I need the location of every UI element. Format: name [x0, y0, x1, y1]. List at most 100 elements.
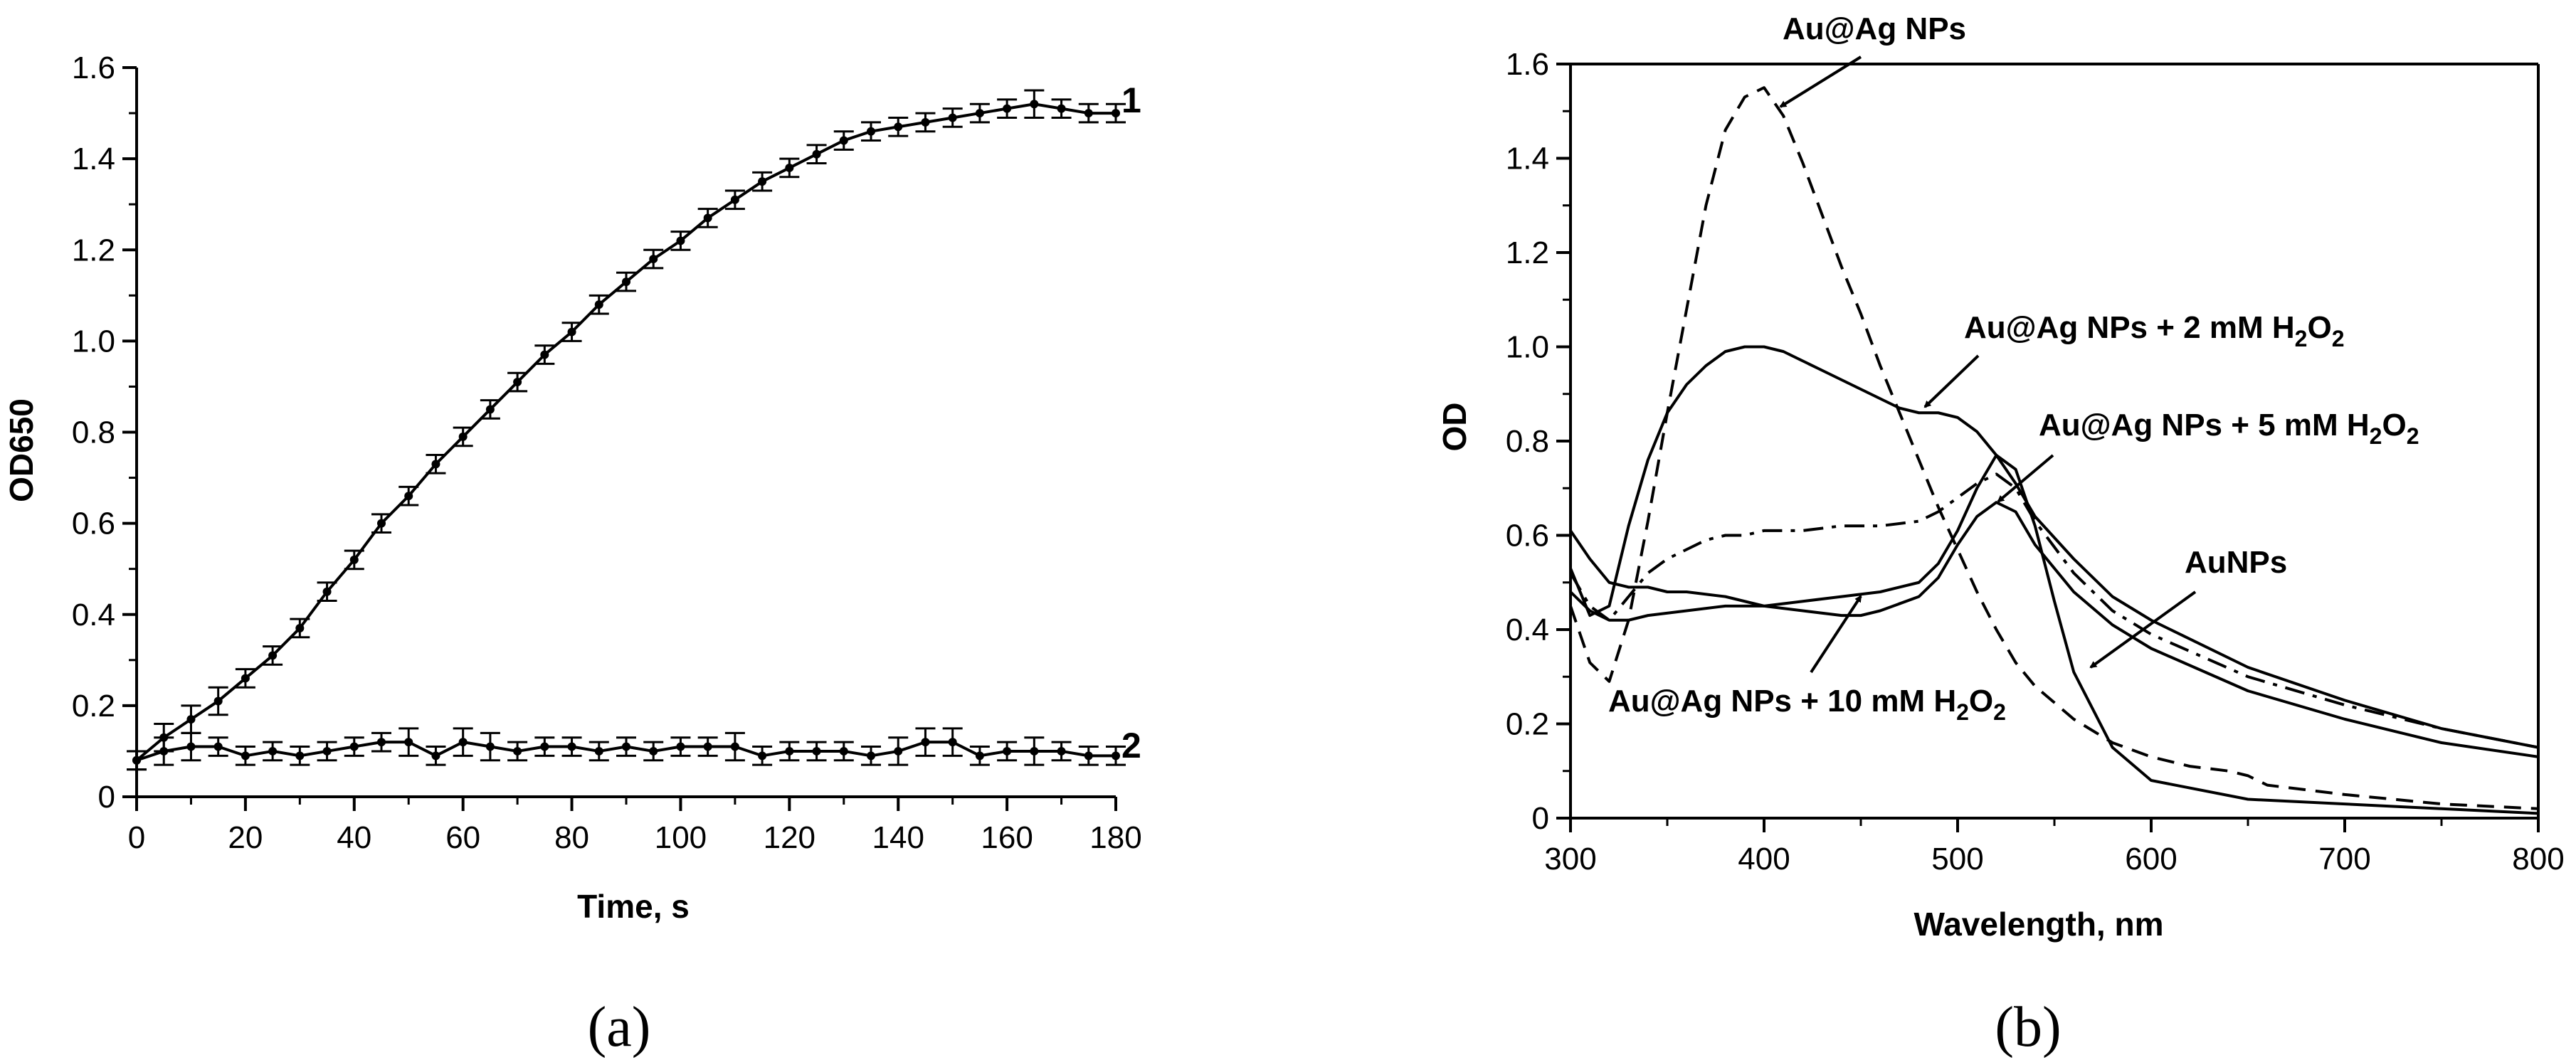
panel-b-plot-area: 300 400 500 600 700 800 0 0.2 0.4 0.6 0.8 1.0 1.2 1.4…	[1506, 47, 2565, 876]
a-series-2-point	[213, 742, 223, 751]
b-series-2-line	[1569, 472, 2539, 749]
annot-au-ag-10mm-o: O	[1969, 684, 1993, 719]
a-series-2-point	[377, 738, 386, 747]
annot-au-ag-2mm-text: Au@Ag NPs + 2 mM H	[1964, 310, 2295, 345]
a-series-1-point	[812, 149, 821, 159]
annot-au-ag-10mm-sub1: 2	[1956, 699, 1969, 725]
a-series-1-point	[921, 117, 930, 127]
a-series-1-point	[377, 519, 386, 528]
a-series-1-point	[241, 674, 250, 683]
annot-au-ag-5mm-o: O	[2382, 408, 2406, 442]
annot-au-ag-5mm: Au@Ag NPs + 5 mM H2O2	[2039, 408, 2419, 449]
a-y-tick-label: 0.2	[72, 689, 115, 724]
a-series-1-point	[513, 378, 522, 387]
a-series-2-point	[676, 742, 685, 751]
b-x-tick-label: 800	[2512, 842, 2564, 876]
a-series-1-point	[1030, 100, 1039, 109]
b-y-tick-label: 0.8	[1506, 424, 1549, 459]
arrow-au-ag	[1779, 55, 1862, 108]
a-series-2-point	[894, 746, 903, 756]
a-y-tick-label: 0.4	[72, 598, 115, 632]
panel-a-ylabel: OD650	[3, 398, 40, 502]
arrow-au-ag-10mm	[1810, 595, 1862, 674]
b-y-tick-label: 0	[1532, 801, 1549, 836]
a-x-tick-label: 40	[337, 820, 371, 855]
a-series-2-point	[404, 738, 413, 747]
a-series-2-point	[839, 746, 848, 756]
a-series-2-label: 2	[1121, 726, 1141, 765]
a-series-1-point	[295, 623, 305, 632]
a-y-tick-label: 1.2	[72, 233, 115, 267]
b-series-4-line	[1569, 501, 2539, 758]
a-series-2-point	[458, 738, 468, 747]
annot-au-ag-2mm-o: O	[2307, 310, 2331, 345]
a-series-1-point	[268, 651, 278, 660]
b-y-tick-label: 1.2	[1506, 235, 1549, 270]
a-series-2-point	[622, 742, 630, 751]
a-series-1-point	[431, 460, 440, 469]
a-series-2-point	[159, 746, 169, 756]
annot-au-ag-2mm-sub1: 2	[2295, 326, 2308, 351]
a-series-1-line	[135, 102, 1116, 762]
panel-b-xlabel: Wavelength, nm	[1914, 906, 2164, 943]
a-y-tick-label: 0	[98, 780, 115, 815]
a-series-1-point	[458, 432, 468, 441]
a-series-2-point	[513, 746, 522, 756]
b-series-0-line	[1569, 86, 2539, 810]
b-y-tick-label: 1.6	[1506, 47, 1549, 82]
a-series-1-label: 1	[1121, 80, 1141, 120]
b-x-tick-label: 400	[1738, 842, 1790, 876]
a-series-2-point	[1112, 751, 1120, 760]
annot-au-ag-10mm-sub2: 2	[1993, 699, 2006, 725]
a-x-tick-label: 0	[128, 820, 145, 855]
a-series-2-point	[594, 746, 603, 756]
a-x-tick-label: 120	[764, 820, 815, 855]
annot-au-ag-2mm-sub2: 2	[2332, 326, 2345, 351]
a-x-tick-label: 100	[655, 820, 707, 855]
a-series-2-point	[921, 738, 930, 747]
b-y-tick-label: 1.4	[1506, 142, 1549, 176]
a-series-1-point	[322, 587, 332, 596]
a-y-tick-label: 1.4	[72, 142, 115, 176]
b-y-tick-label: 0.4	[1506, 613, 1549, 647]
b-y-tick-label: 0.2	[1506, 707, 1549, 742]
a-x-tick-label: 60	[445, 820, 480, 855]
arrow-aunps	[2089, 590, 2197, 669]
b-series-3-line	[1569, 453, 2539, 815]
a-series-1-point	[867, 127, 875, 136]
a-series-2-point	[812, 746, 821, 756]
panel-b-label: (b)	[1995, 996, 2061, 1059]
panel-b-ylabel: OD	[1436, 403, 1473, 452]
a-series-1-point	[349, 555, 359, 564]
b-series-1-line	[1569, 345, 2539, 749]
a-x-tick-label: 160	[981, 820, 1033, 855]
a-series-1-point	[1112, 109, 1120, 118]
a-series-1-point	[567, 327, 576, 336]
annot-au-ag: Au@Ag NPs	[1783, 11, 1966, 46]
a-x-tick-label: 20	[228, 820, 263, 855]
arrow-au-ag-2mm	[1923, 354, 1980, 408]
panel-a-plot-area: 0 20 40 60 80 100 120 140 160 180 0 0.2 0.4 0.6 0.8 1.0…	[72, 51, 1142, 855]
a-series-2-point	[268, 746, 278, 756]
annot-au-ag-5mm-sub2: 2	[2407, 423, 2419, 449]
a-series-1-point	[839, 136, 848, 145]
panel-a-label: (a)	[588, 996, 651, 1059]
a-series-1-point	[186, 715, 196, 724]
a-series-2-point	[867, 751, 875, 760]
a-series-2-point	[540, 742, 549, 751]
a-series-2-point	[1084, 751, 1093, 760]
b-x-tick-label: 600	[2125, 842, 2177, 876]
a-series-1-point	[676, 236, 685, 245]
panel-b-chart: 300 400 500 600 700 800 0 0.2 0.4 0.6 0.8 1.0 1.2 1.4…	[1436, 11, 2565, 1059]
a-series-2-point	[649, 746, 658, 756]
b-x-tick-label: 700	[2318, 842, 2370, 876]
a-series-1-point	[1084, 109, 1093, 118]
b-x-tick-label: 300	[1544, 842, 1596, 876]
a-series-2-point	[785, 746, 794, 756]
a-series-2-point	[485, 742, 495, 751]
a-series-1-point	[730, 195, 739, 204]
a-x-tick-label: 80	[554, 820, 589, 855]
a-series-1-point	[485, 405, 495, 414]
panel-a-chart: 0 20 40 60 80 100 120 140 160 180 0 0.2 0.4 0.6 0.8 1.0…	[3, 51, 1142, 1059]
annot-au-ag-10mm-text: Au@Ag NPs + 10 mM H	[1608, 684, 1956, 719]
